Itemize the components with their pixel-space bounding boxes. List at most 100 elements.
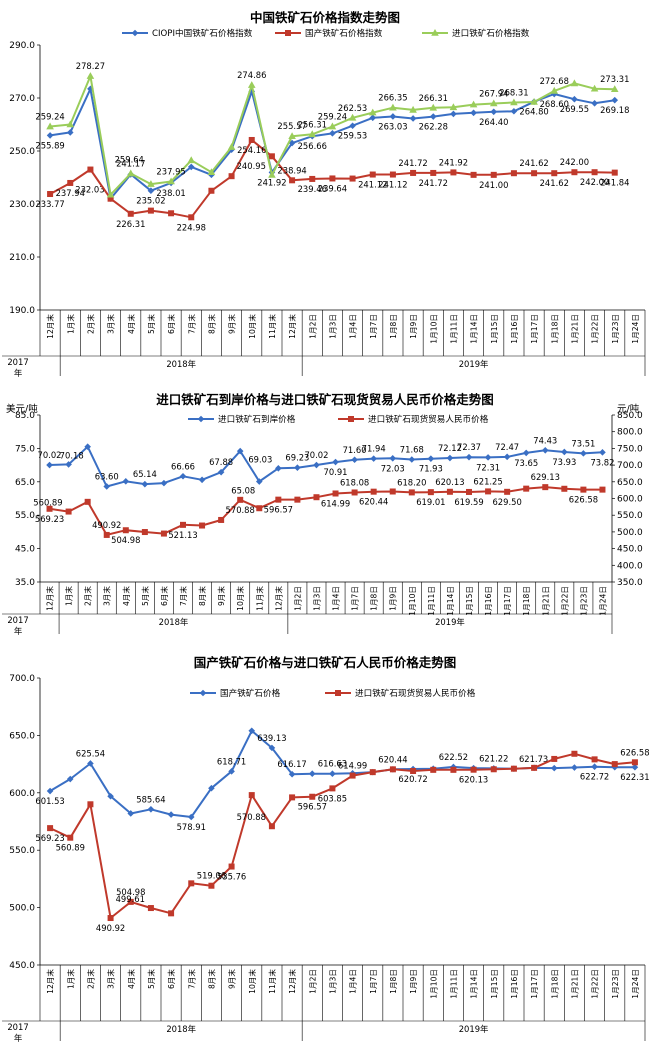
data-point [275,496,282,503]
data-label: 72.31 [476,462,500,472]
x-tick-label: 1月17日 [530,314,539,344]
data-point [561,485,568,492]
data-label: 70.02 [304,450,328,460]
y2-tick-label: 500.0 [617,528,643,538]
data-point [107,792,114,800]
data-point [167,177,175,185]
x-tick-label: 1月4日 [349,314,358,339]
legend-marker [431,29,439,36]
data-point [631,759,638,766]
data-point [309,175,316,182]
data-point [228,768,235,775]
y-tick-label: 450.0 [9,961,35,971]
data-point [46,505,53,512]
data-point [288,132,296,140]
data-point [46,132,54,139]
data-label: 241.00 [479,180,508,190]
x-tick-label: 7月末 [178,586,188,606]
data-label: 618.20 [397,477,426,487]
data-point [489,99,498,107]
x-tick-label: 9月末 [216,586,226,606]
data-label: 73.93 [552,457,576,467]
y2-tick-label: 450.0 [617,545,643,555]
data-point [127,210,134,217]
series-2: 569.23 560.89 490.92 504.98 521.13 570.88 596.… [33,472,606,545]
data-point [66,775,74,783]
x-tick-label: 3月末 [106,314,116,334]
data-label: 264.40 [479,117,508,127]
data-label: 620.13 [459,775,488,785]
data-point [410,169,417,176]
data-point [510,98,518,106]
data-point [141,480,149,488]
data-point [470,171,477,178]
data-point [590,84,599,92]
year-group-label: 2018年 [166,1024,196,1034]
year-group-label: 2019年 [459,1024,489,1034]
data-label: 274.86 [237,70,266,80]
data-label: 70.91 [324,467,348,477]
data-label: 70.18 [60,451,84,461]
data-label: 63.60 [95,471,119,481]
data-point [550,764,558,772]
data-point [389,766,396,773]
x-tick-label: 1月21日 [570,969,579,999]
data-point [610,85,619,93]
data-point [490,108,498,116]
series-line [49,445,603,488]
data-label: 535.76 [217,872,246,882]
data-point [66,120,75,128]
series-line [49,87,615,200]
data-point [591,763,598,771]
x-tick-label: 11月末 [267,314,277,339]
data-point [522,449,530,457]
data-point [490,171,497,178]
data-point [288,770,296,778]
x-tick-label: 1月9日 [389,586,398,611]
data-point [611,96,619,104]
x-tick-label: 1月末 [65,314,75,334]
data-point [450,110,457,118]
data-point [248,727,256,735]
data-point [255,478,263,485]
data-label: 490.92 [92,520,121,530]
x-tick-label: 3月末 [106,969,116,989]
data-point [551,755,558,762]
data-point [275,465,282,472]
data-label: 238.01 [156,188,185,198]
x-tick-label: 1月24日 [631,314,640,344]
data-label: 499.61 [116,894,145,904]
data-point [313,494,320,501]
data-label: 237.95 [156,166,185,176]
data-label: 601.53 [35,796,64,806]
data-label: 69.23 [285,453,309,463]
data-label: 273.31 [600,74,629,84]
data-point [126,169,135,177]
data-label: 255.57 [277,121,306,131]
data-label: 262.53 [338,103,367,113]
x-tick-label: 4月末 [126,969,136,989]
data-point [167,811,175,818]
data-point [65,461,72,468]
data-point [351,489,358,496]
data-point [87,166,94,173]
left-unit-label: 美元/吨 [6,403,38,415]
data-label: 521.13 [168,530,197,540]
y-tick-label: 270.0 [9,94,35,104]
data-label: 625.54 [76,748,105,758]
x-tick-label: 12月末 [45,969,55,994]
data-label: 67.88 [209,457,233,467]
data-label: 226.31 [116,219,145,229]
data-label: 241.72 [419,178,448,188]
x-tick-label: 6月末 [159,586,169,606]
x-tick-label: 2月末 [85,969,95,989]
x-tick-label: 10月末 [247,969,257,994]
data-point [228,173,235,180]
data-label: 239.64 [318,183,347,193]
data-label: 596.57 [264,505,293,515]
x-tick-label: 1月11日 [449,969,458,999]
data-point [67,179,74,186]
